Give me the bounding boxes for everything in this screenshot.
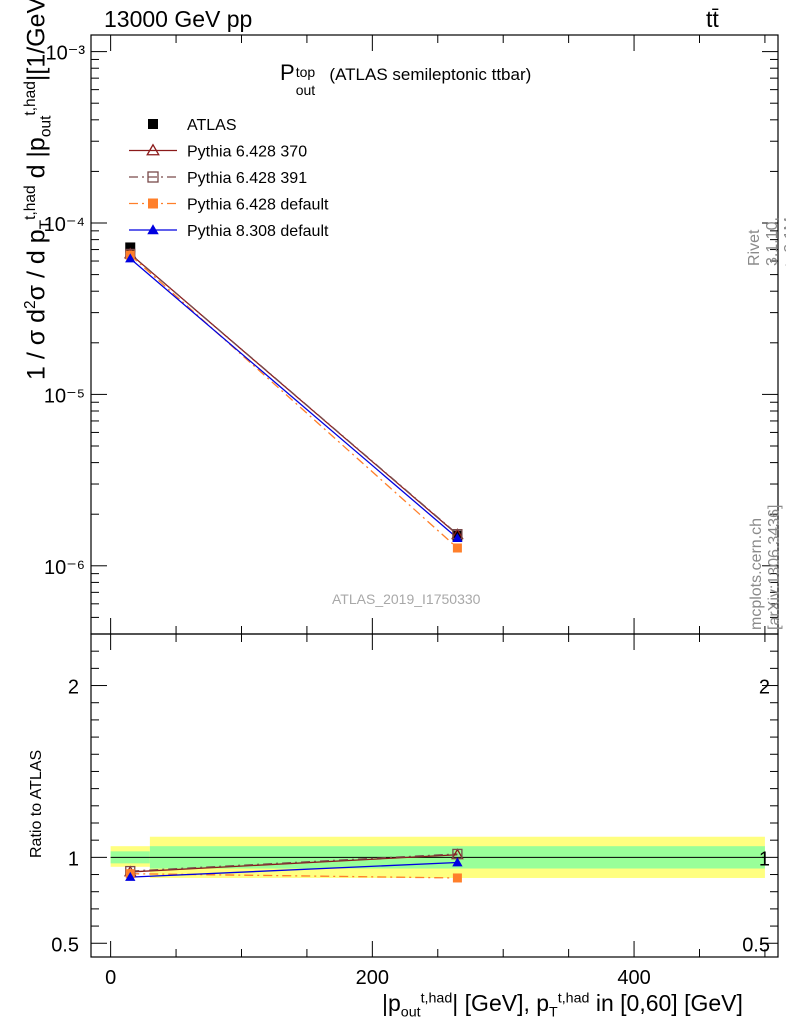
ratio-y-tick-label: 0.5 bbox=[51, 934, 79, 956]
ratio-x-tick-label: 400 bbox=[617, 967, 650, 989]
ratio-y-tick-label-right: 2 bbox=[759, 677, 770, 699]
legend-marker-1 bbox=[146, 143, 160, 156]
legend-marker-2 bbox=[147, 171, 159, 183]
ratio-series-line-2 bbox=[130, 873, 458, 879]
legend-label-2: Pythia 6.428 391 bbox=[187, 170, 307, 187]
ratio-y-tick-label: 2 bbox=[68, 677, 79, 699]
legend-label-4: Pythia 8.308 default bbox=[187, 223, 329, 240]
mcplots-label: mcplots.cern.ch [arXiv:1306.3436] bbox=[748, 504, 783, 630]
legend-marker-3 bbox=[148, 198, 158, 209]
legend-marker-4 bbox=[147, 224, 159, 235]
process-label: tt̄ bbox=[706, 6, 719, 32]
legend-marker-0 bbox=[148, 119, 158, 129]
ratio-y-axis-label: Ratio to ATLAS bbox=[28, 749, 45, 858]
energy-label: 13000 GeV pp bbox=[104, 6, 253, 32]
ratio-x-tick-label: 200 bbox=[356, 967, 389, 989]
x-axis-label: |poutt,had| [GeV], pTt,had in [0,60] [Ge… bbox=[382, 990, 743, 1021]
main-y-tick-label: 10⁻⁶ bbox=[44, 557, 85, 579]
legend-label-3: Pythia 6.428 default bbox=[187, 197, 329, 214]
main-point-4-1 bbox=[452, 532, 463, 542]
watermark: ATLAS_2019_I1750330 bbox=[332, 591, 481, 607]
ratio-point-2-1 bbox=[452, 873, 462, 883]
ratio-point-3-0 bbox=[125, 871, 136, 881]
main-series-line-2 bbox=[129, 253, 458, 535]
main-y-tick-label: 10⁻³ bbox=[46, 43, 86, 65]
main-point-4-0 bbox=[125, 253, 136, 263]
ratio-series-line-1 bbox=[130, 853, 458, 872]
main-point-3-1 bbox=[452, 543, 462, 553]
ratio-series-line-3 bbox=[130, 861, 458, 878]
legend-label-1: Pythia 6.428 370 bbox=[187, 144, 307, 161]
ratio-x-tick-label: 0 bbox=[105, 967, 116, 989]
main-y-tick-label: 10⁻⁵ bbox=[44, 385, 85, 407]
legend-label-0: ATLAS bbox=[187, 117, 237, 134]
ratio-point-3-1 bbox=[452, 857, 463, 867]
main-series-line-4 bbox=[129, 258, 458, 539]
main-y-axis-label: 1 / σ d2σ / d pTt,had d |poutt,had|[1/Ge… bbox=[22, 0, 55, 380]
main-y-tick-label: 10⁻⁴ bbox=[44, 214, 85, 236]
ratio-y-tick-label-right: 0.5 bbox=[742, 934, 770, 956]
ratio-y-tick-label: 1 bbox=[68, 848, 79, 870]
rivet-version-label: Rivet 3.1.10, ≥ 2.1M events bbox=[746, 217, 786, 266]
ratio-series-line-0 bbox=[130, 854, 458, 873]
ratio-y-tick-label-right: 1 bbox=[759, 848, 770, 870]
main-series-line-3 bbox=[129, 254, 458, 549]
ratio-plot-frame bbox=[90, 633, 779, 958]
